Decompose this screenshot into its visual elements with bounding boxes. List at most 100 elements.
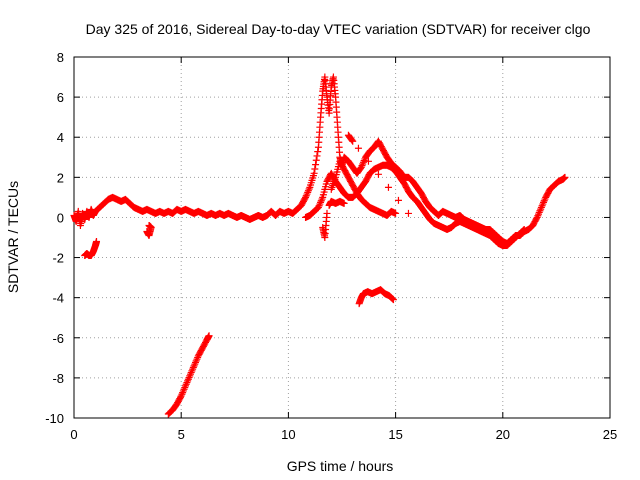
- data-point: [179, 387, 187, 395]
- data-point: [532, 215, 540, 223]
- data-point: [181, 382, 189, 390]
- data-point: [520, 225, 528, 233]
- data-point: [541, 195, 549, 203]
- data-point: [348, 136, 356, 144]
- x-tick-label: 25: [603, 427, 617, 442]
- data-point: [561, 173, 569, 181]
- data-point: [360, 157, 368, 165]
- x-axis-label: GPS time / hours: [287, 458, 394, 474]
- data-point: [188, 367, 196, 375]
- data-point: [318, 195, 326, 203]
- data-point: [187, 369, 195, 377]
- x-tick-label: 5: [178, 427, 185, 442]
- y-tick-label: -4: [52, 291, 64, 306]
- data-point: [313, 152, 321, 160]
- data-point: [193, 355, 201, 363]
- data-point: [180, 385, 188, 393]
- data-point: [184, 377, 192, 385]
- data-point: [540, 197, 548, 205]
- data-point: [178, 390, 186, 398]
- x-tick-label: 15: [388, 427, 402, 442]
- grid: [74, 57, 610, 418]
- data-point: [374, 170, 382, 178]
- data-point: [364, 157, 372, 165]
- data-point: [312, 156, 320, 164]
- data-point: [317, 198, 325, 206]
- data-point: [535, 210, 543, 218]
- data-point: [538, 202, 546, 210]
- data-point: [349, 137, 357, 145]
- data-point: [520, 226, 528, 234]
- data-point: [181, 384, 189, 392]
- data-point: [304, 188, 312, 196]
- y-tick-label: 0: [57, 210, 64, 225]
- data-point: [389, 295, 397, 303]
- data-point: [302, 192, 310, 200]
- data-point: [185, 374, 193, 382]
- data-point: [535, 208, 543, 216]
- data-point: [537, 205, 545, 213]
- data-point: [314, 148, 322, 156]
- data-point: [536, 207, 544, 215]
- y-tick-label: -8: [52, 371, 64, 386]
- y-axis-label: SDTVAR / TECUs: [5, 181, 21, 293]
- data-point: [537, 203, 545, 211]
- data-point: [394, 196, 402, 204]
- data-point: [392, 209, 400, 217]
- data-point: [93, 238, 101, 246]
- data-point: [184, 375, 192, 383]
- x-tick-label: 20: [496, 427, 510, 442]
- y-tick-label: 6: [57, 90, 64, 105]
- y-tick-label: -6: [52, 331, 64, 346]
- data-point: [145, 221, 153, 229]
- x-tick-label: 10: [281, 427, 295, 442]
- data-point: [192, 357, 200, 365]
- y-tick-label: -2: [52, 251, 64, 266]
- data-point: [304, 187, 312, 195]
- data-point: [189, 365, 197, 373]
- data-point: [179, 389, 187, 397]
- data-point: [310, 169, 318, 177]
- data-point: [384, 183, 392, 191]
- data-point: [311, 165, 319, 173]
- data-point: [190, 362, 198, 370]
- data-point: [540, 198, 548, 206]
- data-point: [176, 393, 184, 401]
- data-point: [312, 161, 320, 169]
- y-tick-label: 8: [57, 50, 64, 65]
- data-point: [404, 209, 412, 217]
- data-point: [191, 360, 199, 368]
- y-tick-label: 2: [57, 170, 64, 185]
- data-point: [357, 163, 365, 171]
- data-point: [194, 353, 202, 361]
- data-point: [189, 364, 197, 372]
- data-point: [533, 213, 541, 221]
- data-point: [186, 372, 194, 380]
- data-point: [314, 203, 322, 211]
- data-point: [359, 160, 367, 168]
- data-point: [323, 209, 331, 217]
- data-point: [358, 162, 366, 170]
- data-point: [534, 212, 542, 220]
- axis-ticks: 0 5 10 15 20 25 -10 -8 -6 -4 -2 0 2 4 6 8: [45, 50, 617, 442]
- data-point: [315, 202, 323, 210]
- data-points: [70, 73, 569, 418]
- data-point: [388, 294, 396, 302]
- data-point: [303, 190, 311, 198]
- data-point: [340, 199, 348, 207]
- data-point: [186, 370, 194, 378]
- data-point: [389, 296, 397, 304]
- data-point: [183, 379, 191, 387]
- data-point: [317, 197, 325, 205]
- y-tick-label: 4: [57, 130, 64, 145]
- data-point: [316, 200, 324, 208]
- data-point: [302, 193, 310, 201]
- data-point: [182, 380, 190, 388]
- data-point: [177, 392, 185, 400]
- data-point: [301, 195, 309, 203]
- data-point: [354, 144, 362, 152]
- data-point: [359, 158, 367, 166]
- chart-title: Day 325 of 2016, Sidereal Day-to-day VTE…: [86, 21, 591, 37]
- data-point: [191, 359, 199, 367]
